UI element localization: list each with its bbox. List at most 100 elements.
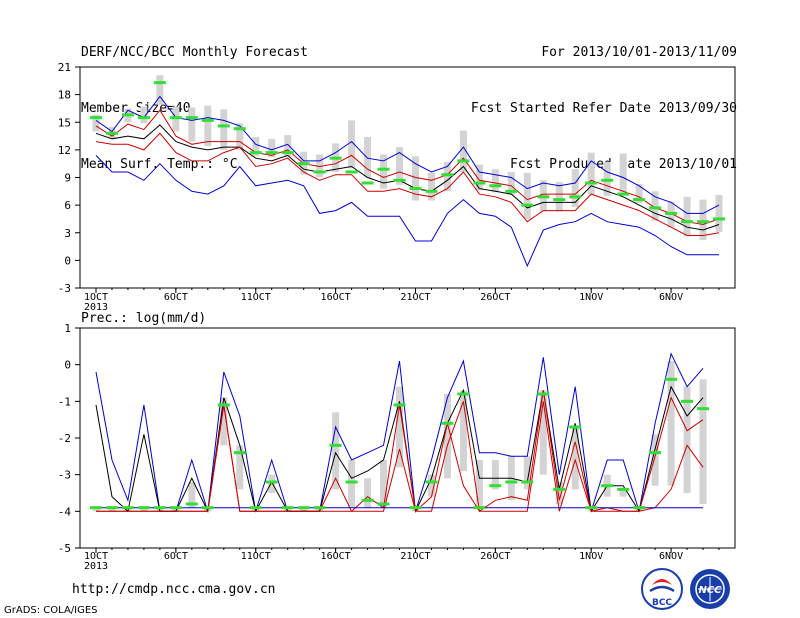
ensemble-box [427,474,435,497]
precip-panel-label: Prec.: log(mm/d) [81,311,206,326]
observed-marker [473,181,486,185]
observed-marker [681,220,694,224]
observed-marker [473,506,486,510]
series-min-line [95,155,719,268]
ensemble-box [491,460,499,490]
y-tick-label: -3 [58,282,71,295]
ensemble-box [140,507,148,512]
ensemble-box [683,386,691,493]
observed-marker [537,195,550,199]
fcst-produced-date: Fcst Produced Date 2013/10/01 [510,157,737,172]
observed-marker [681,399,694,403]
observed-marker [457,392,470,396]
ensemble-box [332,412,340,490]
observed-marker [521,480,534,484]
observed-marker [489,484,502,488]
x-tick-label: 6NOV [659,292,683,303]
ensemble-box [635,183,643,204]
ensemble-box [348,460,356,508]
observed-marker [281,506,294,510]
ensemble-box [284,507,292,512]
observed-marker [185,116,198,120]
ensemble-box [396,147,404,185]
ensemble-box [523,172,531,219]
observed-marker [153,506,166,510]
observed-marker [425,189,438,193]
observed-marker [617,192,630,196]
observed-marker [90,506,102,510]
ensemble-box [268,138,276,158]
ensemble-box [651,191,659,221]
y-tick-label: 21 [58,61,71,74]
observed-marker [569,425,582,429]
y-tick-label: 0 [64,359,71,372]
ensemble-box [396,386,404,468]
ensemble-box [715,194,723,232]
bcc-logo-icon: BCC [641,568,683,610]
ensemble-box [188,482,196,508]
ensemble-box [236,445,244,490]
ensemble-box [284,135,292,158]
chart-title: DERF/NCC/BCC Monthly Forecast [81,45,308,60]
y-tick-label: -4 [58,505,72,518]
observed-marker [377,167,390,171]
observed-marker [505,480,518,484]
observed-marker [233,451,246,455]
x-tick-year-label: 2013 [84,561,108,572]
ensemble-box [411,156,419,201]
y-tick-label: 15 [58,116,71,129]
x-tick-year-label: 2013 [84,302,108,313]
observed-marker [105,131,118,135]
observed-marker [137,116,150,120]
ncc-logo-icon: NCC [690,569,730,609]
x-tick-label: 16OCT [321,551,351,562]
observed-marker [105,506,118,510]
observed-marker [201,506,214,510]
series-p75-line [95,109,720,226]
x-tick-label: 6OCT [164,551,188,562]
observed-marker [217,403,230,407]
source-url[interactable]: http://cmdp.ncc.cma.gov.cn [72,582,276,597]
series-max-line [95,352,704,512]
observed-marker [393,178,406,182]
ensemble-box [188,107,196,142]
observed-marker [90,116,102,120]
observed-marker [649,451,662,455]
y-tick-label: -1 [58,395,71,408]
ensemble-box [459,130,467,172]
ensemble-box [619,489,627,497]
observed-marker [425,480,438,484]
observed-marker [169,506,182,510]
observed-marker [361,181,374,185]
y-tick-label: 1 [64,322,71,335]
ensemble-box [108,507,116,512]
x-tick-label: 1NOV [579,292,603,303]
ensemble-box [619,153,627,193]
ensemble-box [443,394,451,479]
observed-marker [601,178,614,182]
ensemble-box [380,460,388,508]
x-tick-label: 1OCT [84,551,108,562]
y-tick-label: 9 [64,172,71,185]
ensemble-box [651,434,659,486]
ensemble-box [140,106,148,124]
ensemble-box [220,397,228,446]
ensemble-box [699,199,707,241]
observed-marker [313,170,326,174]
observed-marker [697,407,710,411]
observed-marker [201,118,214,122]
bcc-logo-text: BCC [652,598,672,608]
observed-marker [697,220,710,224]
observed-marker [569,195,582,199]
observed-marker [585,506,598,510]
ensemble-box [507,171,515,195]
y-tick-label: 3 [64,227,71,240]
x-tick-label: 16OCT [321,292,351,303]
observed-marker [489,184,502,188]
series-p25-line [95,132,720,236]
observed-marker [665,211,678,215]
observed-marker [441,173,454,177]
x-tick-label: 11OCT [241,551,271,562]
